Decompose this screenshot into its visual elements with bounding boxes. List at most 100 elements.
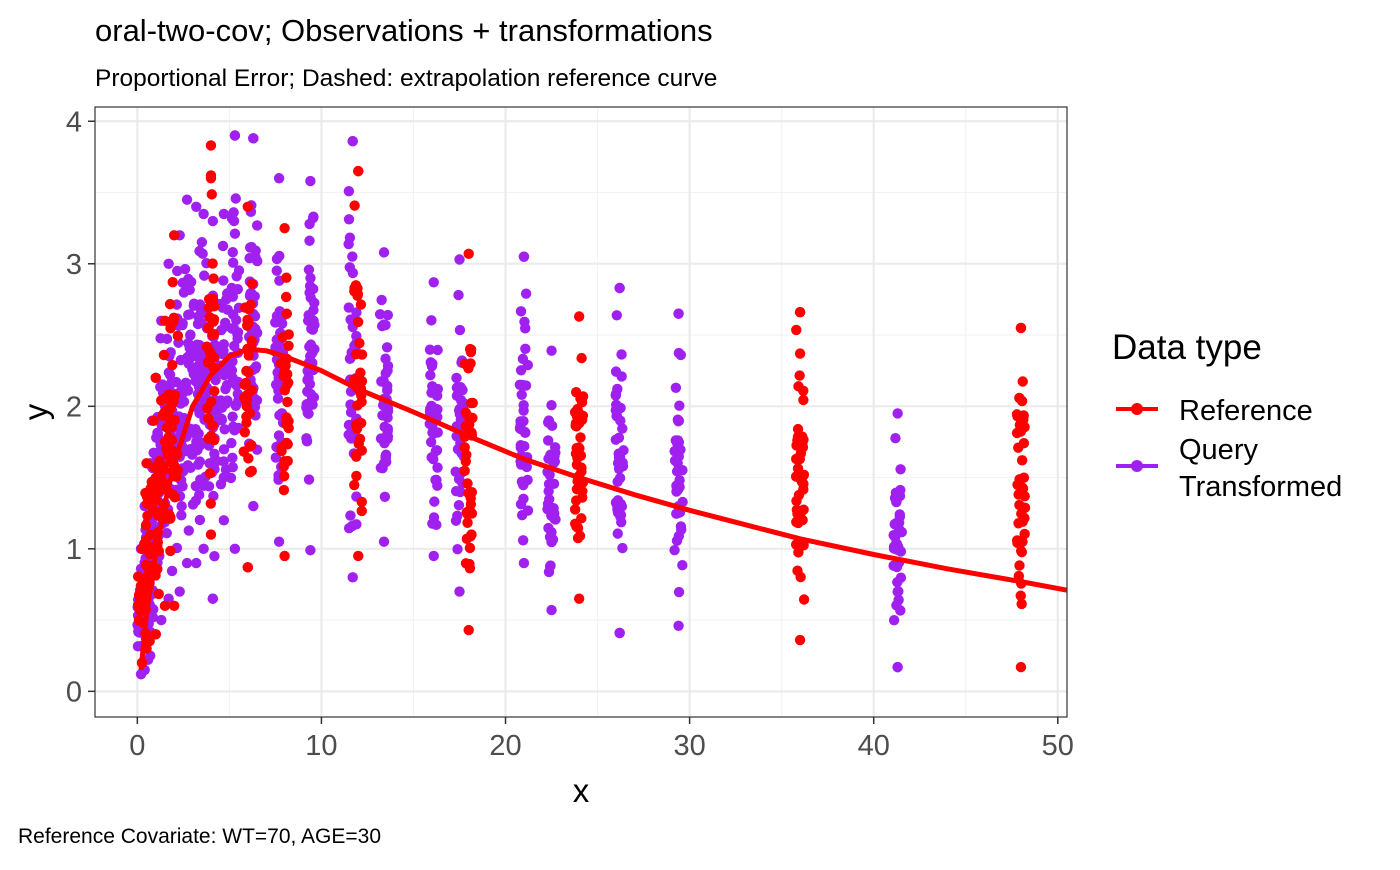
query-transformed-point — [542, 503, 553, 515]
query-transformed-point — [302, 386, 313, 397]
reference-point — [350, 280, 362, 291]
query-transformed-point — [178, 287, 190, 298]
x-tick-label: 40 — [858, 730, 890, 762]
reference-point — [352, 400, 363, 411]
reference-point — [1013, 518, 1024, 529]
reference-point — [798, 385, 809, 397]
query-transformed-point — [673, 308, 684, 319]
reference-point — [241, 417, 252, 428]
reference-point — [1018, 472, 1030, 483]
query-transformed-point — [183, 309, 194, 321]
query-transformed-point — [217, 240, 229, 252]
query-transformed-point — [166, 565, 178, 577]
query-transformed-point — [181, 194, 193, 205]
query-transformed-point — [233, 265, 245, 276]
legend-label-query-line2: Transformed — [1179, 471, 1342, 503]
query-transformed-point — [226, 213, 238, 224]
query-transformed-point — [227, 452, 238, 464]
reference-point — [1015, 412, 1026, 423]
query-transformed-point — [453, 500, 465, 511]
query-transformed-point — [550, 447, 561, 458]
y-tick-label: 3 — [66, 249, 82, 281]
query-transformed-point — [197, 248, 208, 259]
reference-point — [575, 393, 586, 404]
query-transformed-point — [220, 383, 231, 395]
query-transformed-point — [305, 545, 316, 556]
query-transformed-point — [517, 535, 529, 546]
query-transformed-point — [454, 486, 466, 498]
chart-caption: Reference Covariate: WT=70, AGE=30 — [18, 825, 381, 848]
reference-point — [795, 571, 806, 583]
query-transformed-point — [231, 380, 242, 391]
reference-point — [150, 629, 161, 640]
query-transformed-point — [191, 557, 202, 569]
reference-point — [462, 478, 473, 489]
query-transformed-point — [351, 307, 362, 318]
reference-point — [793, 547, 804, 558]
y-tick-label: 2 — [66, 391, 82, 423]
query-transformed-point — [522, 359, 534, 371]
query-transformed-point — [673, 347, 685, 359]
reference-point — [147, 504, 159, 516]
query-transformed-point — [432, 462, 443, 473]
y-tick-label: 4 — [66, 106, 82, 138]
query-transformed-point — [674, 480, 685, 492]
reference-point — [349, 200, 360, 211]
query-transformed-point — [218, 444, 230, 455]
chart-title: oral-two-cov; Observations + transformat… — [95, 13, 713, 48]
reference-point — [1014, 560, 1025, 571]
query-transformed-point — [617, 423, 628, 434]
legend-key-query-dot — [1131, 460, 1143, 472]
query-transformed-point — [208, 455, 220, 466]
query-transformed-point — [431, 445, 443, 456]
query-transformed-point — [893, 586, 904, 597]
query-transformed-point — [163, 258, 174, 269]
reference-point — [202, 402, 213, 414]
query-transformed-point — [345, 510, 356, 521]
reference-point — [279, 455, 290, 467]
reference-point — [795, 448, 807, 459]
reference-point — [1016, 395, 1028, 407]
query-transformed-point — [183, 525, 194, 536]
reference-point — [167, 359, 178, 371]
reference-point — [574, 443, 585, 454]
query-transformed-point — [218, 515, 230, 526]
reference-point — [277, 332, 288, 343]
query-transformed-point — [194, 440, 206, 451]
query-transformed-point — [156, 614, 167, 626]
reference-point — [209, 386, 220, 397]
query-transformed-point — [178, 396, 190, 407]
query-transformed-point — [272, 315, 283, 326]
reference-point — [792, 423, 804, 435]
reference-point — [172, 330, 184, 342]
reference-curve — [138, 346, 1068, 671]
query-transformed-point — [378, 319, 390, 331]
query-transformed-point — [888, 615, 900, 626]
query-transformed-point — [518, 415, 529, 427]
query-transformed-point — [676, 524, 687, 535]
x-tick-label: 50 — [1042, 730, 1074, 762]
reference-point — [246, 384, 257, 396]
reference-point — [279, 550, 290, 562]
query-transformed-point — [379, 491, 391, 502]
query-transformed-point — [344, 232, 356, 243]
query-transformed-point — [218, 275, 229, 286]
query-transformed-point — [518, 399, 529, 411]
query-transformed-point — [431, 474, 442, 486]
reference-point — [246, 278, 258, 289]
query-transformed-point — [226, 282, 238, 294]
query-transformed-point — [424, 344, 436, 355]
reference-point — [205, 170, 217, 181]
y-tick-label: 1 — [66, 534, 82, 566]
query-transformed-point — [431, 519, 442, 531]
query-transformed-point — [614, 282, 625, 294]
query-transformed-point — [343, 214, 355, 225]
query-transformed-point — [227, 309, 239, 320]
query-transformed-point — [251, 220, 263, 231]
query-transformed-point — [351, 519, 362, 530]
query-transformed-point — [452, 544, 463, 555]
reference-point — [242, 562, 253, 573]
reference-point — [352, 290, 363, 302]
query-transformed-point — [890, 433, 901, 444]
